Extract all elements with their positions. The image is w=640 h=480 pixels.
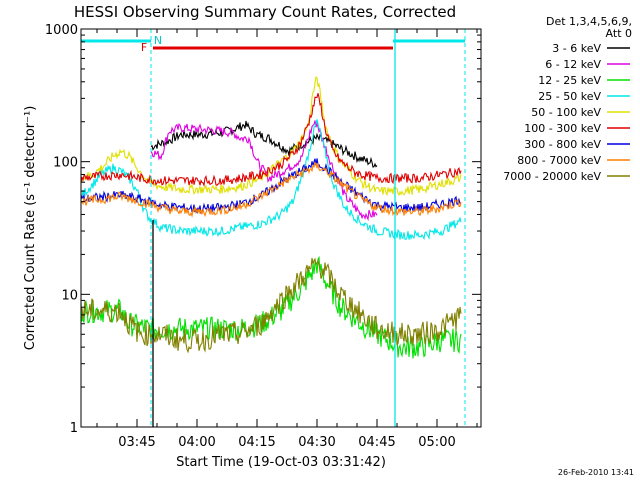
x-tick-label: 05:00 [418,435,455,450]
y-tick-label: 1000 [45,23,78,38]
legend-label: 100 - 300 keV [524,122,601,135]
x-tick-label: 04:45 [358,435,395,450]
x-axis-label: Start Time (19-Oct-03 03:31:42) [176,455,386,470]
flag-n-label: N [154,34,162,47]
x-tick-label: 04:30 [298,435,335,450]
legend-label: 7000 - 20000 keV [503,170,601,183]
x-axis: 03:45 04:00 04:15 04:30 04:45 05:00 [96,29,478,450]
y-tick-label: 1 [70,421,78,436]
series-line-2 [80,255,462,359]
x-tick-label: 04:00 [178,435,215,450]
legend-label: 12 - 25 keV [538,74,601,87]
chart-title: HESSI Observing Summary Count Rates, Cor… [74,3,456,21]
series-line-6 [80,158,462,215]
series-line-7 [80,161,462,218]
series-line-0 [150,120,378,168]
series-line-8 [80,257,462,354]
legend-header: Det 1,3,4,5,6,9, [546,15,632,28]
flag-f-label: F [141,41,147,54]
series-line-5 [80,93,462,188]
legend-label: 6 - 12 keV [545,58,601,71]
x-tick-label: 03:45 [118,435,155,450]
plot-frame [80,28,482,428]
series-line-4 [80,76,462,197]
x-tick-label: 04:15 [238,435,275,450]
legend-header: Att 0 [606,27,632,40]
plot-timestamp: 26-Feb-2010 13:41 [558,468,634,477]
y-axis-label: Corrected Count Rate (s⁻¹ detector⁻¹) [23,106,38,351]
legend-label: 800 - 7000 keV [517,154,601,167]
legend-label: 300 - 800 keV [524,138,601,151]
legend-label: 25 - 50 keV [538,90,601,103]
series-line-3 [80,119,462,241]
legend: Det 1,3,4,5,6,9,Att 0 3 - 6 keV 6 - 12 keV… [503,15,632,183]
legend-label: 50 - 100 keV [531,106,601,119]
y-tick-label: 100 [53,156,78,171]
y-tick-label: 10 [61,288,78,303]
plot-area [80,29,466,427]
legend-label: 3 - 6 keV [552,42,601,55]
y-axis: 1 10 100 1000 [45,23,481,436]
